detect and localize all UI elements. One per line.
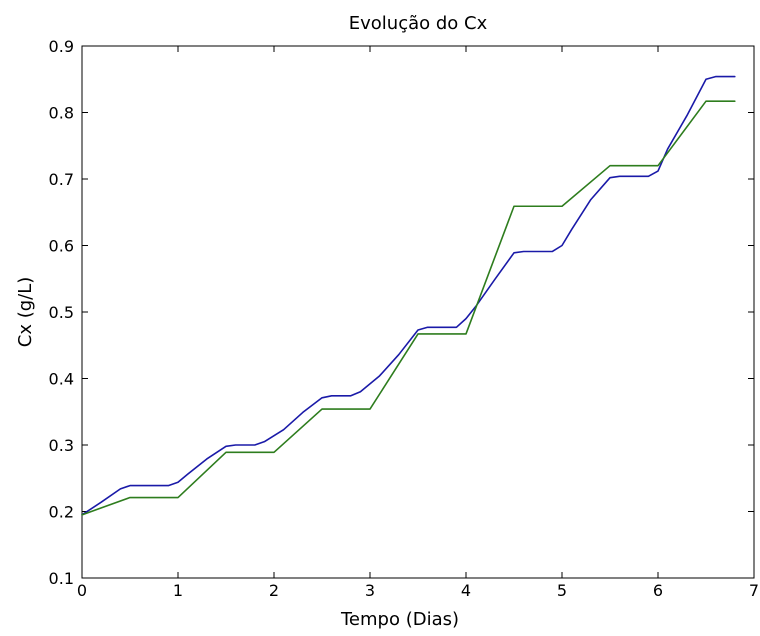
x-tick-label: 7 [749, 581, 759, 600]
y-tick-label: 0.8 [49, 104, 74, 123]
x-tick-label: 0 [77, 581, 87, 600]
y-tick-label: 0.2 [49, 503, 74, 522]
y-tick-label: 0.6 [49, 237, 74, 256]
x-tick-label: 5 [557, 581, 567, 600]
tick-labels: 0 1 2 3 4 5 6 7 0.1 0.2 0.3 0.4 0.5 0.6 0.7 0.8 0.9 [49, 37, 760, 600]
y-tick-label: 0.3 [49, 436, 74, 455]
series-line-blue [81, 75, 736, 516]
x-tick-label: 6 [653, 581, 663, 600]
series-layer [81, 75, 736, 516]
series-line-green [81, 100, 736, 516]
x-axis-label: Tempo (Dias) [340, 609, 459, 630]
y-tick-label: 0.7 [49, 170, 74, 189]
x-tick-label: 1 [173, 581, 183, 600]
y-tick-label: 0.9 [49, 37, 74, 56]
y-tick-label: 0.1 [49, 569, 74, 588]
y-axis-label: Cx (g/L) [15, 277, 36, 348]
x-tick-label: 4 [461, 581, 471, 600]
axis-ticks [81, 45, 755, 579]
y-tick-label: 0.4 [49, 370, 74, 389]
x-tick-label: 2 [269, 581, 279, 600]
y-tick-label: 0.5 [49, 303, 74, 322]
chart-title: Evolução do Cx [349, 13, 488, 34]
plot-area-frame [81, 45, 755, 579]
x-tick-label: 3 [365, 581, 375, 600]
